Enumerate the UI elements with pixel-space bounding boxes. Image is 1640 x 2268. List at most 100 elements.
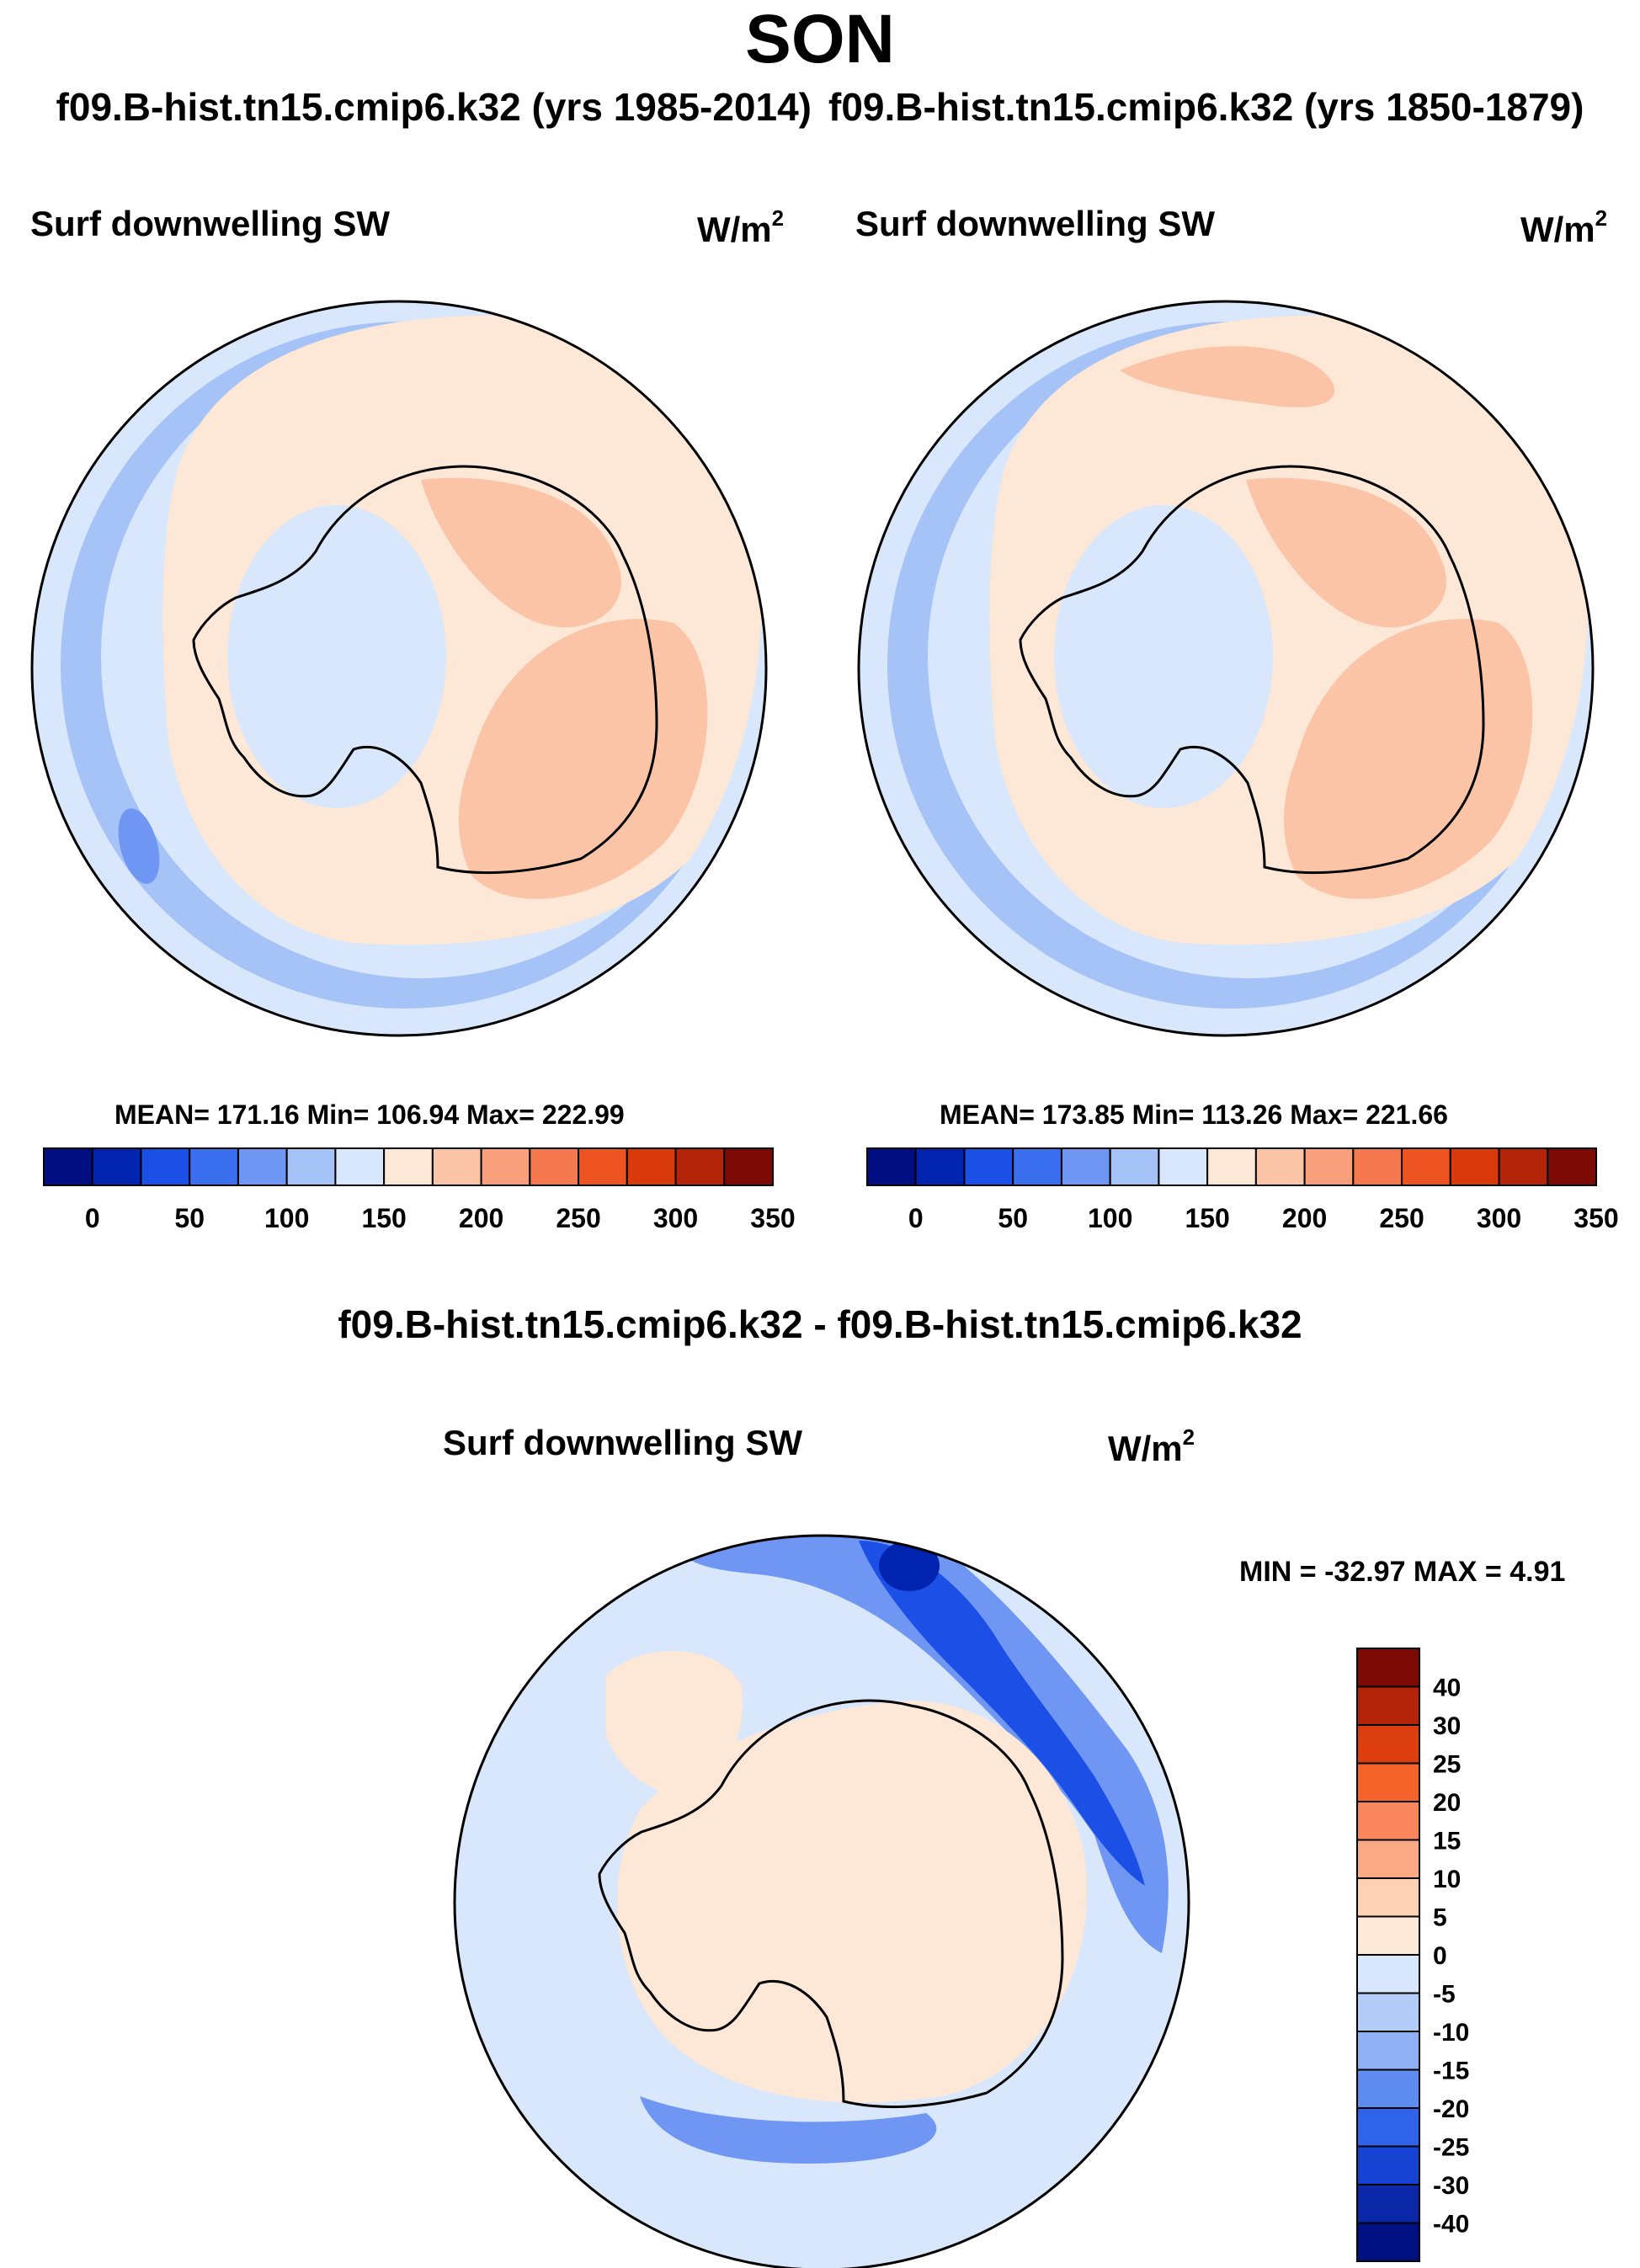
diff-map	[455, 1536, 1189, 2268]
left-colorbar-tick-label: 150	[361, 1203, 406, 1233]
left-colorbar-tick-label: 200	[459, 1203, 503, 1233]
diff-colorbar-tick-label: -40	[1433, 2211, 1469, 2239]
diff-colorbar-tick-label: 20	[1433, 1789, 1461, 1817]
diff-colorbar-tick-label: -10	[1433, 2019, 1469, 2047]
right-colorbar-swatch	[963, 1147, 1014, 1186]
right-map-border	[857, 300, 1595, 1037]
left-colorbar-swatch	[237, 1147, 288, 1186]
left-colorbar-swatch	[529, 1147, 580, 1186]
right-colorbar-swatch	[1303, 1147, 1355, 1186]
diff-colorbar-swatch	[1356, 1685, 1420, 1726]
right-colorbar-tick-label: 50	[998, 1203, 1028, 1233]
right-colorbar-tick-label: 350	[1573, 1203, 1618, 1233]
left-panel-units: W/m2	[697, 205, 785, 249]
diff-colorbar-swatch	[1356, 1992, 1420, 2032]
left-colorbar-swatch	[383, 1147, 434, 1186]
right-colorbar-swatch	[1547, 1147, 1598, 1186]
right-panel-stats: MEAN= 173.85 Min= 113.26 Max= 221.66	[940, 1099, 1448, 1130]
diff-colorbar-tick-label: -5	[1433, 1981, 1456, 2009]
right-colorbar-tick-label: 200	[1282, 1203, 1327, 1233]
diff-colorbar-tick-label: 30	[1433, 1712, 1461, 1740]
diff-colorbar-tick-label: -25	[1433, 2134, 1469, 2162]
diff-colorbar-tick-label: -15	[1433, 2058, 1469, 2085]
right-colorbar-swatch	[1498, 1147, 1549, 1186]
diff-colorbar-tick-label: 15	[1433, 1828, 1461, 1855]
diff-colorbar-tick-label: 0	[1433, 1942, 1447, 1970]
season-title: SON	[745, 1, 895, 77]
left-colorbar-swatch	[626, 1147, 677, 1186]
left-colorbar-swatch	[91, 1147, 142, 1186]
diff-colorbar-tick-label: 40	[1433, 1674, 1461, 1702]
right-colorbar-tick-label: 0	[908, 1203, 924, 1233]
diff-colorbar-swatch	[1356, 1954, 1420, 1994]
left-colorbar-tick-label: 50	[174, 1203, 205, 1233]
diff-minmax: MIN = -32.97 MAX = 4.91	[1239, 1556, 1566, 1588]
diff-colorbar-swatch	[1356, 2145, 1420, 2185]
left-colorbar-tick-label: 100	[264, 1203, 309, 1233]
right-colorbar-swatch	[866, 1147, 917, 1186]
diff-colorbar-swatch	[1356, 2068, 1420, 2109]
left-panel-stats: MEAN= 171.16 Min= 106.94 Max= 222.99	[114, 1099, 625, 1130]
diff-colorbar-swatch	[1356, 1762, 1420, 1802]
right-colorbar-swatch	[1352, 1147, 1403, 1186]
diff-colorbar-swatch	[1356, 2222, 1420, 2262]
diff-colorbar-tick-label: 10	[1433, 1866, 1461, 1893]
left-colorbar: 0 50 100 150 200 250 300 350	[43, 1147, 796, 1233]
left-colorbar-tick-label: 300	[653, 1203, 698, 1233]
right-colorbar-tick-label: 150	[1185, 1203, 1229, 1233]
diff-panel-variable: Surf downwelling SW	[443, 1423, 802, 1462]
diff-title: f09.B-hist.tn15.cmip6.k32 - f09.B-hist.t…	[338, 1302, 1302, 1346]
left-colorbar-tick-label: 0	[85, 1203, 100, 1233]
left-case-title: f09.B-hist.tn15.cmip6.k32 (yrs 1985-2014…	[56, 85, 812, 129]
diff-map-border	[453, 1534, 1190, 2268]
diff-colorbar-swatch	[1356, 2107, 1420, 2148]
right-colorbar-swatch	[1254, 1147, 1306, 1186]
right-colorbar-swatch	[914, 1147, 966, 1186]
diff-colorbar-tick-label: -20	[1433, 2095, 1469, 2123]
diff-colorbar: 40 30 25 20 15 10 5 0 -5 -10 -15 -20 -25 -30 -40	[1356, 1648, 1469, 2262]
left-map-border	[30, 300, 768, 1037]
right-map	[859, 301, 1593, 1036]
diff-colorbar-tick-label: -30	[1433, 2172, 1469, 2200]
left-panel-variable: Surf downwelling SW	[30, 204, 390, 243]
diff-colorbar-swatch	[1356, 2031, 1420, 2071]
left-colorbar-swatch	[431, 1147, 482, 1186]
left-colorbar-swatch	[189, 1147, 239, 1186]
right-colorbar-tick-label: 100	[1088, 1203, 1132, 1233]
left-colorbar-swatch	[43, 1147, 93, 1186]
right-colorbar-swatch	[1401, 1147, 1451, 1186]
left-colorbar-swatch	[578, 1147, 628, 1186]
diff-colorbar-swatch	[1356, 1648, 1420, 1688]
left-colorbar-swatch	[140, 1147, 191, 1186]
right-colorbar-swatch	[1158, 1147, 1209, 1186]
right-panel-units: W/m2	[1520, 205, 1608, 249]
diff-colorbar-swatch	[1356, 1877, 1420, 1918]
right-case-title: f09.B-hist.tn15.cmip6.k32 (yrs 1850-1879…	[828, 85, 1584, 129]
right-colorbar-swatch	[1012, 1147, 1062, 1186]
right-colorbar-swatch	[1206, 1147, 1257, 1186]
right-colorbar-tick-label: 250	[1379, 1203, 1424, 1233]
right-panel-variable: Surf downwelling SW	[855, 204, 1215, 243]
left-colorbar-tick-label: 350	[750, 1203, 795, 1233]
right-colorbar-tick-label: 300	[1477, 1203, 1521, 1233]
left-colorbar-swatch	[480, 1147, 531, 1186]
diff-colorbar-swatch	[1356, 2184, 1420, 2224]
left-colorbar-swatch	[285, 1147, 337, 1186]
diff-panel-units: W/m2	[1108, 1424, 1195, 1468]
diff-colorbar-swatch	[1356, 1839, 1420, 1879]
diff-colorbar-tick-label: 25	[1433, 1751, 1461, 1779]
left-colorbar-swatch	[674, 1147, 726, 1186]
diff-colorbar-swatch	[1356, 1801, 1420, 1841]
diff-colorbar-swatch	[1356, 1915, 1420, 1956]
left-colorbar-swatch	[334, 1147, 386, 1186]
right-colorbar-swatch	[1449, 1147, 1500, 1186]
diff-colorbar-swatch	[1356, 1724, 1420, 1765]
left-map	[32, 301, 766, 1036]
case-titles: f09.B-hist.tn15.cmip6.k32 (yrs 1985-2014…	[0, 84, 1640, 130]
right-colorbar: 0 50 100 150 200 250 300 350	[866, 1147, 1619, 1233]
right-colorbar-swatch	[1109, 1147, 1160, 1186]
right-colorbar-swatch	[1060, 1147, 1111, 1186]
left-colorbar-swatch	[723, 1147, 774, 1186]
left-colorbar-tick-label: 250	[556, 1203, 600, 1233]
